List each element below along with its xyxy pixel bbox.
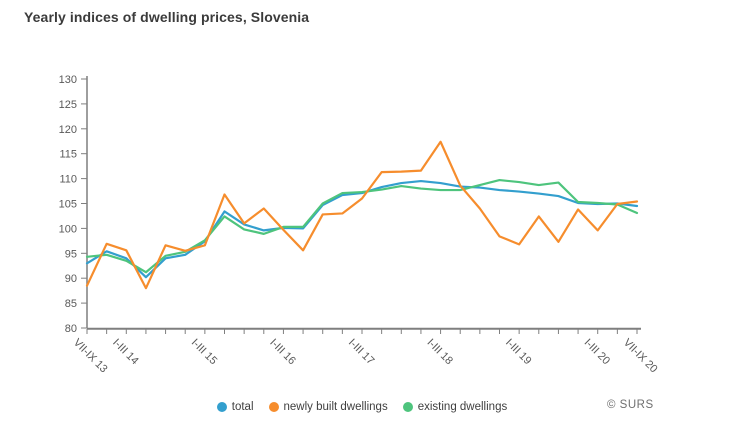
series-line-existing-dwellings <box>85 178 639 274</box>
y-axis-tick-label: 90 <box>65 273 77 285</box>
x-axis-tick-label: I-III 18 <box>424 337 455 368</box>
surs-source-label: © SURS <box>607 399 654 411</box>
total-series-dot-icon <box>216 402 227 412</box>
y-axis-tick-label: 95 <box>65 248 77 260</box>
x-axis-tick-label: I-III 16 <box>267 337 298 368</box>
y-axis-tick-label: 80 <box>65 323 77 335</box>
x-axis-tick-label: VII-IX 20 <box>621 337 660 376</box>
existing-series-dot-icon <box>402 402 413 412</box>
newly-built-series-dot-icon <box>268 402 279 412</box>
x-axis-tick-label: I-III 20 <box>582 337 613 368</box>
y-axis-tick-label: 110 <box>59 174 77 186</box>
x-axis-tick-label: I-III 14 <box>110 337 141 368</box>
series-line-total <box>85 179 639 279</box>
chart-title: Yearly indices of dwelling prices, Slove… <box>24 9 310 25</box>
legend-label-newly-built: newly built dwellings <box>283 401 388 413</box>
y-axis-tick-label: 130 <box>59 74 77 86</box>
y-axis-tick-label: 85 <box>65 298 77 310</box>
y-axis-tick-label: 105 <box>59 199 77 211</box>
x-axis-tick-label: I-III 15 <box>189 337 220 368</box>
x-axis-tick-label: I-III 17 <box>346 337 377 368</box>
x-axis-tick-label: I-III 19 <box>503 337 534 368</box>
x-axis-tick-label: VII-IX 13 <box>71 337 110 376</box>
legend-item-newly-built: newly built dwellings <box>268 401 388 413</box>
y-axis-tick-label: 100 <box>59 223 77 235</box>
legend-item-total: total <box>216 401 254 413</box>
legend-label-existing: existing dwellings <box>417 401 508 413</box>
y-axis-tick-label: 115 <box>59 149 77 161</box>
legend-label-total: total <box>231 401 254 413</box>
chart-legend: total newly built dwellings existing dwe… <box>87 398 637 416</box>
y-axis-tick-label: 125 <box>59 99 77 111</box>
y-axis-tick-label: 120 <box>59 124 77 136</box>
legend-item-existing: existing dwellings <box>402 401 508 413</box>
series-line-newly-built-dwellings <box>85 140 639 290</box>
